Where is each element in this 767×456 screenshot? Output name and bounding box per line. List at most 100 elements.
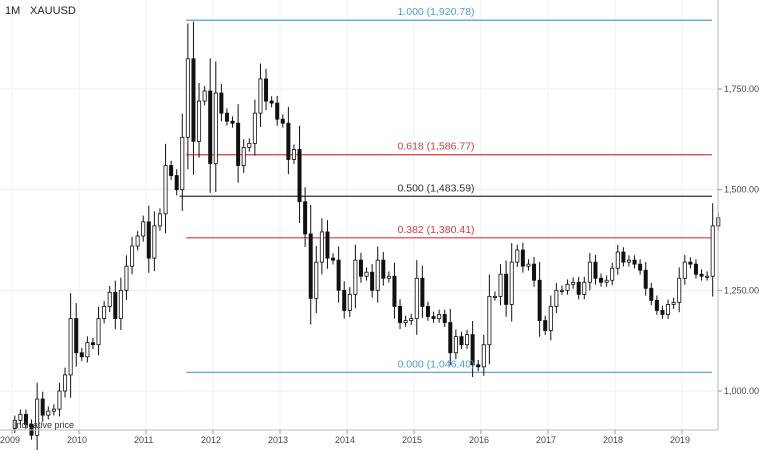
candle-up bbox=[604, 279, 609, 283]
candle-down bbox=[504, 273, 509, 305]
candle-up bbox=[107, 291, 112, 307]
candle-up bbox=[487, 295, 492, 346]
x-tick-label: 2017 bbox=[536, 435, 556, 445]
candle-down bbox=[643, 269, 648, 289]
candle-up bbox=[347, 293, 352, 311]
candle-up bbox=[492, 295, 497, 298]
candle-down bbox=[459, 336, 464, 346]
candle-up bbox=[481, 344, 486, 368]
candle-up bbox=[247, 142, 252, 148]
fib-label-0.000: 0.000 (1,046.40) bbox=[397, 358, 474, 370]
candle-down bbox=[621, 251, 626, 263]
candle-down bbox=[113, 291, 118, 319]
candle-down bbox=[537, 279, 542, 321]
candle-down bbox=[342, 289, 347, 311]
candle-down bbox=[275, 102, 280, 120]
candle-up bbox=[152, 225, 157, 259]
candle-down bbox=[699, 273, 704, 277]
candle-up bbox=[157, 213, 162, 227]
candle-down bbox=[336, 259, 341, 291]
candle-up bbox=[453, 336, 458, 354]
candle-down bbox=[470, 334, 475, 366]
candle-down bbox=[219, 92, 224, 114]
candle-up bbox=[526, 263, 531, 267]
candle-up bbox=[403, 320, 408, 323]
candle-down bbox=[308, 233, 313, 299]
candle-up bbox=[18, 413, 23, 421]
candle-up bbox=[559, 289, 564, 292]
x-tick-label: 2019 bbox=[670, 435, 690, 445]
candle-up bbox=[587, 261, 592, 283]
x-tick-label: 2015 bbox=[402, 435, 422, 445]
candle-up bbox=[180, 136, 185, 191]
candle-up bbox=[63, 374, 68, 392]
candle-up bbox=[258, 78, 263, 114]
candle-up bbox=[437, 314, 442, 319]
symbol-label: XAUUSD bbox=[30, 5, 76, 17]
candle-up bbox=[414, 277, 419, 319]
candle-up bbox=[35, 398, 40, 436]
candle-up bbox=[498, 273, 503, 297]
candle-down bbox=[358, 259, 363, 277]
candle-down bbox=[381, 259, 386, 279]
candle-up bbox=[118, 289, 123, 319]
candle-up bbox=[509, 261, 514, 305]
candle-down bbox=[398, 306, 403, 323]
candle-down bbox=[476, 364, 481, 368]
y-tick-label: 1,000.00 bbox=[724, 386, 759, 396]
x-tick-label: 2014 bbox=[335, 435, 355, 445]
x-tick-label: 2012 bbox=[201, 435, 221, 445]
candle-down bbox=[174, 175, 179, 191]
candle-up bbox=[548, 306, 553, 332]
candle-down bbox=[303, 201, 308, 235]
candle-up bbox=[135, 235, 140, 247]
candle-down bbox=[693, 263, 698, 275]
candle-down bbox=[208, 90, 213, 164]
candle-up bbox=[213, 92, 218, 164]
candle-up bbox=[677, 277, 682, 303]
candle-up bbox=[705, 275, 710, 278]
candle-down bbox=[543, 320, 548, 331]
y-tick-label: 1,500.00 bbox=[724, 185, 759, 195]
candle-down bbox=[74, 318, 79, 354]
candle-down bbox=[425, 306, 430, 317]
candle-up bbox=[12, 419, 17, 429]
candle-up bbox=[409, 318, 414, 321]
gridlines bbox=[0, 0, 718, 430]
candle-up bbox=[252, 112, 257, 144]
candle-up bbox=[241, 146, 246, 166]
candle-up bbox=[610, 267, 615, 281]
candle-up bbox=[124, 265, 129, 291]
x-tick-label: 2016 bbox=[469, 435, 489, 445]
candle-down bbox=[264, 78, 269, 102]
candle-up bbox=[515, 249, 520, 263]
candle-up bbox=[626, 259, 631, 263]
candle-up bbox=[51, 408, 56, 412]
candle-up bbox=[130, 245, 135, 267]
candle-up bbox=[554, 289, 559, 307]
candle-down bbox=[632, 259, 637, 265]
candle-down bbox=[269, 100, 274, 104]
candle-down bbox=[649, 287, 654, 301]
candle-down bbox=[660, 310, 665, 315]
candle-up bbox=[291, 148, 296, 160]
x-tick-label: 2009 bbox=[0, 435, 20, 445]
candle-up bbox=[141, 221, 146, 237]
candle-up bbox=[57, 390, 62, 410]
candle-down bbox=[230, 120, 235, 124]
candle-up bbox=[364, 271, 369, 277]
candles bbox=[12, 21, 721, 450]
candle-down bbox=[325, 231, 330, 259]
candle-up bbox=[565, 283, 570, 291]
candle-down bbox=[370, 271, 375, 291]
candle-down bbox=[431, 316, 436, 319]
candle-down bbox=[331, 257, 336, 261]
candle-down bbox=[576, 281, 581, 295]
price-axis: 1,000.00 1,250.00 1,500.00 1,750.00 bbox=[718, 84, 759, 396]
candle-down bbox=[448, 322, 453, 354]
candle-down bbox=[90, 342, 95, 346]
y-tick-label: 1,750.00 bbox=[724, 84, 759, 94]
candle-up bbox=[197, 100, 202, 142]
candle-up bbox=[571, 281, 576, 285]
